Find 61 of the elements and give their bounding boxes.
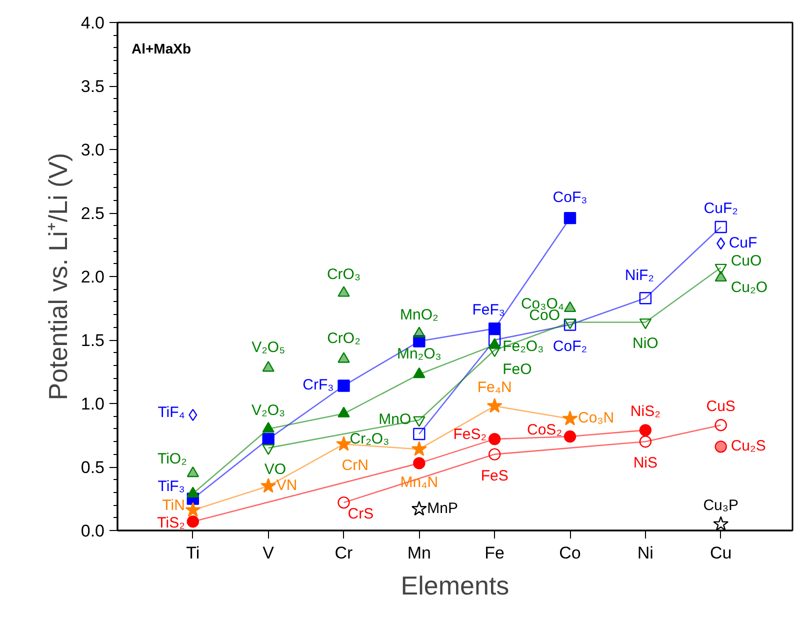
annotation: FeS bbox=[480, 467, 508, 484]
annotation: Cu₂O bbox=[730, 278, 768, 296]
annotation: NiS₂ bbox=[630, 403, 661, 420]
annotation: CoS₂ bbox=[527, 422, 562, 439]
annotation: Fe₄N bbox=[477, 379, 512, 396]
annotation: VN bbox=[276, 477, 298, 494]
annotation: TiN bbox=[162, 497, 185, 514]
annotation: TiF₄ bbox=[158, 404, 185, 421]
annotation: FeO bbox=[502, 361, 532, 378]
annotation: Cr₂O₃ bbox=[350, 430, 390, 448]
x-tick-label: Fe bbox=[484, 544, 505, 562]
annotation: CoF₂ bbox=[552, 338, 588, 355]
annotation: Mn₂O₃ bbox=[396, 345, 442, 362]
annotation: TiO₂ bbox=[157, 450, 188, 468]
x-tick-label: V bbox=[262, 544, 275, 562]
annotation: CrF₃ bbox=[302, 376, 334, 394]
x-tick-label: Mn bbox=[407, 544, 431, 562]
y-tick-label: 1.5 bbox=[80, 331, 105, 350]
annotation: MnO bbox=[378, 411, 412, 428]
annotation: NiO bbox=[632, 335, 658, 352]
x-tick-label: Co bbox=[559, 544, 581, 562]
annotation: CrO₂ bbox=[327, 330, 361, 348]
annotation: FeS₂ bbox=[453, 426, 487, 444]
x-tick-label: Cu bbox=[710, 544, 732, 562]
y-tick-label: 4.0 bbox=[80, 14, 105, 32]
annotation: V₂O₃ bbox=[252, 402, 286, 419]
annotation: CuF₂ bbox=[704, 200, 738, 217]
annotation: Mn₄N bbox=[400, 474, 438, 492]
y-tick-label: 3.0 bbox=[80, 140, 105, 160]
y-tick-label: 2.5 bbox=[80, 204, 105, 223]
y-tick-label: 0.0 bbox=[80, 522, 105, 540]
annotation: Co₃N bbox=[578, 410, 614, 427]
annotation: Fe₂O₃ bbox=[502, 338, 544, 356]
annotation: NiF₂ bbox=[624, 267, 654, 284]
annotation: TiS₂ bbox=[157, 514, 186, 532]
annotation: CrO₃ bbox=[326, 266, 361, 284]
annotation: CrN bbox=[342, 457, 368, 474]
annotation: Cu₃P bbox=[703, 497, 739, 514]
annotation: CuO bbox=[730, 252, 762, 270]
annotation: NiS bbox=[633, 454, 658, 472]
annotation: V₂O₅ bbox=[252, 338, 286, 356]
annotation: Al+MaXb bbox=[132, 40, 192, 56]
y-tick-label: 2.0 bbox=[80, 268, 105, 286]
x-axis-title: Elements bbox=[400, 570, 510, 600]
annotation: CoF₃ bbox=[552, 189, 588, 206]
annotation: MnO₂ bbox=[400, 306, 439, 324]
annotation: CuF bbox=[728, 234, 758, 252]
y-tick-label: 0.5 bbox=[80, 458, 105, 477]
x-tick-label: Cr bbox=[334, 544, 354, 562]
x-tick-label: Ni bbox=[637, 544, 654, 562]
y-axis-title: Potential vs. Li⁺/Li (V) bbox=[42, 152, 73, 400]
annotation: CrS bbox=[348, 506, 374, 523]
annotation: FeF₃ bbox=[472, 302, 505, 319]
annotation: Cu₂S bbox=[730, 438, 766, 455]
annotation: VO bbox=[264, 460, 286, 478]
annotation: TiF₃ bbox=[158, 478, 185, 495]
x-tick-label: Ti bbox=[186, 544, 200, 562]
y-tick-label: 1.0 bbox=[80, 394, 105, 414]
annotation: MnP bbox=[427, 500, 458, 517]
y-tick-label: 3.5 bbox=[80, 77, 105, 96]
annotation: CuS bbox=[706, 398, 736, 416]
